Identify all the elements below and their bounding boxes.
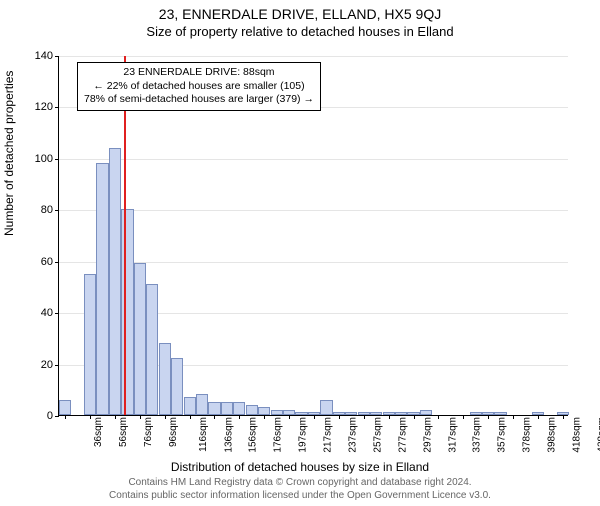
bar bbox=[345, 412, 357, 415]
bar bbox=[84, 274, 96, 415]
gridline bbox=[59, 56, 568, 57]
y-tick: 20 bbox=[41, 359, 59, 371]
bar bbox=[208, 402, 220, 415]
x-tick: 418sqm bbox=[571, 417, 582, 453]
x-tick: 36sqm bbox=[93, 417, 104, 447]
x-tick: 438sqm bbox=[596, 417, 600, 453]
x-tick: 257sqm bbox=[372, 417, 383, 453]
x-tick: 156sqm bbox=[248, 417, 259, 453]
bar bbox=[370, 412, 382, 415]
x-tick: 96sqm bbox=[168, 417, 179, 447]
footnote-line1: Contains HM Land Registry data © Crown c… bbox=[128, 477, 471, 488]
x-tick: 237sqm bbox=[348, 417, 359, 453]
bar bbox=[159, 343, 171, 415]
bar bbox=[146, 284, 158, 415]
bar bbox=[258, 407, 270, 415]
gridline bbox=[59, 210, 568, 211]
y-tick: 120 bbox=[35, 101, 59, 113]
bar bbox=[295, 412, 307, 415]
x-tick: 56sqm bbox=[118, 417, 129, 447]
x-tick: 197sqm bbox=[298, 417, 309, 453]
x-tick: 317sqm bbox=[447, 417, 458, 453]
page-subtitle: Size of property relative to detached ho… bbox=[0, 24, 600, 39]
bar bbox=[395, 412, 407, 415]
x-tick: 76sqm bbox=[143, 417, 154, 447]
bar bbox=[271, 410, 283, 415]
x-tick: 398sqm bbox=[547, 417, 558, 453]
bar bbox=[96, 163, 108, 415]
bar bbox=[134, 263, 146, 415]
info-line: 23 ENNERDALE DRIVE: 88sqm bbox=[84, 66, 314, 80]
bar bbox=[494, 412, 506, 415]
y-axis-label: Number of detached properties bbox=[2, 71, 16, 236]
y-tick: 140 bbox=[35, 50, 59, 62]
x-tick: 337sqm bbox=[472, 417, 483, 453]
bar bbox=[196, 394, 208, 415]
chart-area: 02040608010012014036sqm56sqm76sqm96sqm11… bbox=[58, 56, 568, 416]
x-tick: 378sqm bbox=[522, 417, 533, 453]
x-tick: 116sqm bbox=[198, 417, 209, 452]
footnote: Contains HM Land Registry data © Crown c… bbox=[0, 476, 600, 502]
y-tick: 0 bbox=[47, 410, 59, 422]
info-line: 78% of semi-detached houses are larger (… bbox=[84, 93, 314, 107]
bar bbox=[184, 397, 196, 415]
x-tick: 277sqm bbox=[397, 417, 408, 453]
bar bbox=[171, 358, 183, 415]
bar bbox=[221, 402, 233, 415]
bar bbox=[59, 400, 71, 415]
bar bbox=[470, 412, 482, 415]
bar bbox=[109, 148, 121, 415]
y-tick: 40 bbox=[41, 307, 59, 319]
x-tick: 357sqm bbox=[497, 417, 508, 453]
bar bbox=[246, 405, 258, 415]
bar bbox=[420, 410, 432, 415]
x-tick: 176sqm bbox=[273, 417, 284, 453]
info-line: ← 22% of detached houses are smaller (10… bbox=[84, 80, 314, 94]
page-title: 23, ENNERDALE DRIVE, ELLAND, HX5 9QJ bbox=[0, 6, 600, 22]
x-axis-label: Distribution of detached houses by size … bbox=[0, 460, 600, 474]
y-tick: 100 bbox=[35, 153, 59, 165]
gridline bbox=[59, 159, 568, 160]
bar bbox=[320, 400, 332, 415]
x-tick: 217sqm bbox=[323, 417, 334, 453]
y-tick: 60 bbox=[41, 256, 59, 268]
y-tick: 80 bbox=[41, 204, 59, 216]
x-tick: 297sqm bbox=[422, 417, 433, 453]
info-box: 23 ENNERDALE DRIVE: 88sqm← 22% of detach… bbox=[77, 62, 321, 111]
footnote-line2: Contains public sector information licen… bbox=[109, 490, 491, 501]
bar bbox=[233, 402, 245, 415]
bar bbox=[121, 209, 133, 415]
x-tick: 136sqm bbox=[223, 417, 234, 453]
